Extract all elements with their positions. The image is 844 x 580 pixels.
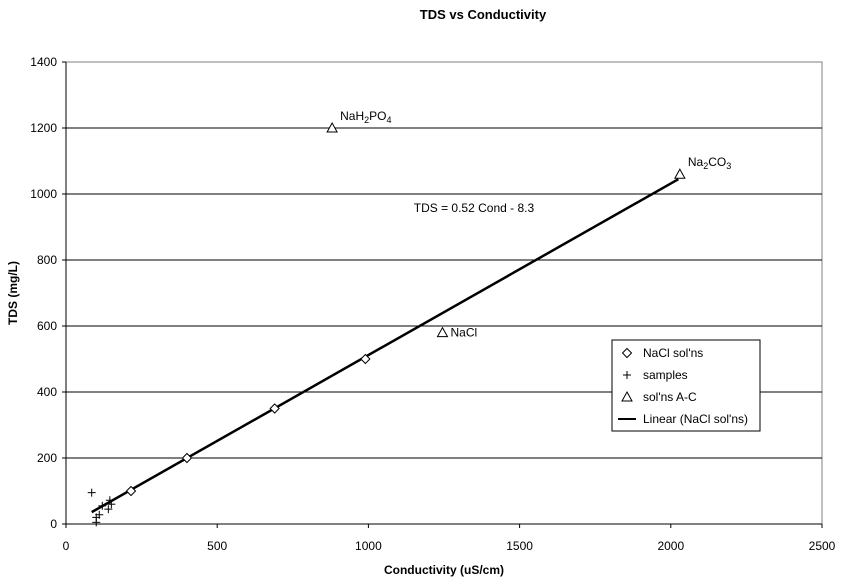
legend-label: Linear (NaCl sol'ns) xyxy=(643,412,748,426)
y-axis-label: TDS (mg/L) xyxy=(6,261,20,325)
axes xyxy=(62,61,823,528)
legend-diamond-swatch xyxy=(621,347,633,359)
y-tick-labels: 0 200 400 600 800 1000 1200 1400 xyxy=(30,55,57,531)
x-tick-label: 2500 xyxy=(809,539,836,553)
plot-area xyxy=(65,61,823,525)
x-axis-label: Conductivity (uS/cm) xyxy=(384,563,504,577)
point-labels: NaH2PO4 Na2CO3 NaCl xyxy=(340,109,731,340)
y-tick-label: 0 xyxy=(50,517,57,531)
y-tick-label: 800 xyxy=(37,253,57,267)
plus-point xyxy=(104,505,113,514)
y-tick-label: 1400 xyxy=(30,55,57,69)
triangle-point xyxy=(326,121,338,133)
plus-point xyxy=(105,496,114,505)
triangle-point xyxy=(436,326,449,338)
legend: NaCl sol'ns samples sol'ns A-C Linear (NaCl… xyxy=(611,339,761,432)
plus-point xyxy=(92,518,101,527)
diamond-point xyxy=(125,485,137,497)
y-tick-label: 200 xyxy=(37,451,57,465)
y-tick-label: 400 xyxy=(37,385,57,399)
x-tick-label: 0 xyxy=(63,539,70,553)
point-label: NaH2PO4 xyxy=(340,109,391,125)
plus-point xyxy=(107,500,116,509)
chart-title: TDS vs Conductivity xyxy=(420,7,547,22)
point-label: Na2CO3 xyxy=(688,155,731,171)
legend-plus-swatch xyxy=(623,371,631,379)
point-label: NaCl xyxy=(450,326,477,340)
annotations: TDS = 0.52 Cond - 8.3 xyxy=(414,201,535,215)
legend-label: NaCl sol'ns xyxy=(643,346,703,360)
diamond-point xyxy=(181,452,193,464)
triangle-point xyxy=(674,168,686,179)
regression-equation: TDS = 0.52 Cond - 8.3 xyxy=(414,201,535,215)
gridlines xyxy=(66,127,822,459)
legend-box xyxy=(611,339,761,432)
plus-point xyxy=(87,488,96,497)
diamond-point xyxy=(269,403,280,414)
diamond-point xyxy=(360,353,371,365)
x-tick-label: 2000 xyxy=(657,539,684,553)
y-tick-label: 1200 xyxy=(30,121,57,135)
x-tick-label: 1000 xyxy=(355,539,382,553)
plus-point xyxy=(98,501,107,510)
legend-label: samples xyxy=(643,368,688,382)
legend-label: sol'ns A-C xyxy=(643,390,697,404)
series-layer xyxy=(87,121,686,527)
plus-point xyxy=(95,510,104,519)
y-tick-label: 600 xyxy=(37,319,57,333)
x-tick-labels: 0 500 1000 1500 2000 2500 xyxy=(63,539,836,553)
x-tick-label: 500 xyxy=(207,539,227,553)
legend-triangle-swatch xyxy=(621,390,633,402)
y-tick-label: 1000 xyxy=(30,187,57,201)
x-tick-label: 1500 xyxy=(506,539,533,553)
